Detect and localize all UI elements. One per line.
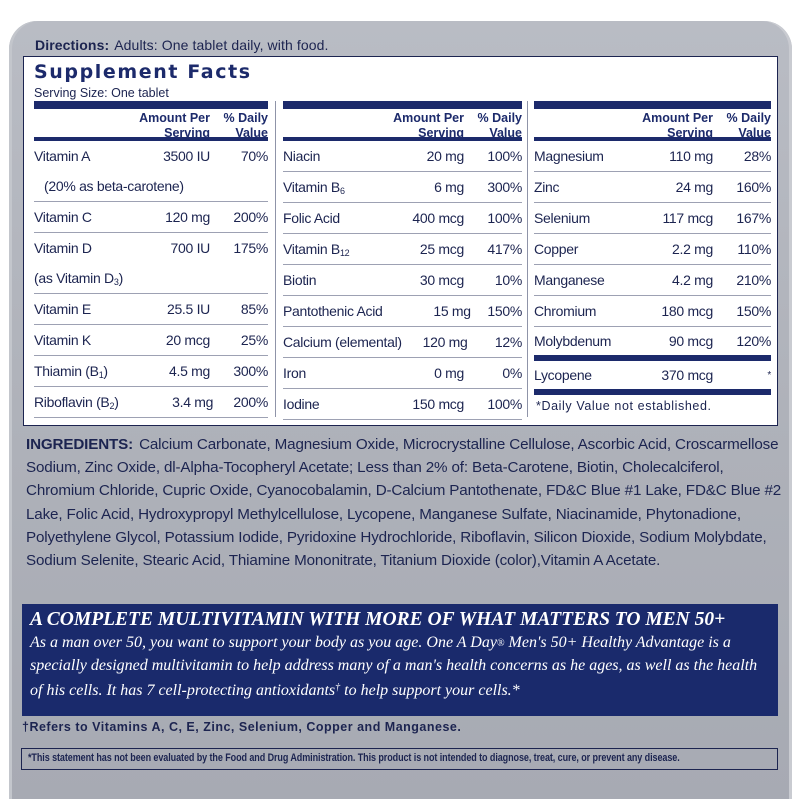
thiamin-label: Thiamin (B1) (34, 362, 108, 380)
header-daily-value: % Daily Value (223, 111, 268, 140)
table-row: Iodine 150 mcg 100% (283, 389, 522, 420)
table-row: Vitamin C 120 mg 200% (34, 202, 268, 233)
marketing-banner: A COMPLETE MULTIVITAMIN WITH MORE OF WHA… (22, 604, 778, 716)
vitamin-d3-note: (as Vitamin D3) (34, 269, 123, 287)
table-header: Amount Per Serving % Daily Value (283, 109, 522, 141)
table-row: Magnesium 110 mg 28% (534, 141, 771, 172)
table-header: Amount Per Serving % Daily Value (34, 109, 268, 141)
facts-column-1: Amount Per Serving % Daily Value Vitamin A… (34, 101, 268, 418)
table-row: Thiamin (B1) 4.5 mg 300% (34, 356, 268, 387)
header-amount: Amount Per Serving (642, 111, 713, 140)
table-row: Riboflavin (B2) 3.4 mg 200% (34, 387, 268, 418)
header-daily-value: % Daily Value (477, 111, 522, 140)
header-amount: Amount Per Serving (139, 111, 210, 140)
supplement-facts-panel: Supplement Facts Serving Size: One table… (23, 56, 778, 426)
directions-text: Adults: One tablet daily, with food. (114, 37, 329, 53)
banner-body: As a man over 50, you want to support yo… (30, 634, 758, 699)
antioxidant-footnote: †Refers to Vitamins A, C, E, Zinc, Selen… (22, 720, 462, 734)
column-divider (527, 101, 528, 417)
directions: Directions: Adults: One tablet daily, wit… (35, 37, 328, 53)
table-row: Calcium (elemental) 120 mg 12% (283, 327, 522, 358)
table-row: Zinc 24 mg 160% (534, 172, 771, 203)
table-row: Lycopene 370 mcg * (534, 361, 771, 395)
table-row: Folic Acid 400 mcg 100% (283, 203, 522, 234)
table-row: Biotin 30 mcg 10% (283, 265, 522, 296)
banner-headline: A COMPLETE MULTIVITAMIN WITH MORE OF WHA… (30, 609, 726, 630)
header-amount: Amount Per Serving (393, 111, 464, 140)
table-header: Amount Per Serving % Daily Value (534, 109, 771, 141)
facts-column-3: Amount Per Serving % Daily Value Magnesium… (534, 101, 771, 413)
registered-mark: ® (496, 638, 505, 649)
table-row: Vitamin A 3500 IU 70% (34, 148, 268, 164)
table-row: Molybdenum 90 mcg 120% (534, 327, 771, 361)
column-divider (275, 101, 276, 417)
table-row: Vitamin B12 25 mcg 417% (283, 234, 522, 265)
fda-disclaimer: *This statement has not been evaluated b… (21, 748, 778, 770)
table-row-note: (20% as beta-carotene) (34, 171, 268, 202)
table-row: Vitamin B6 6 mg 300% (283, 172, 522, 203)
serving-size: Serving Size: One tablet (34, 86, 169, 100)
table-row: Copper 2.2 mg 110% (534, 234, 771, 265)
header-bar (283, 101, 522, 109)
table-row: Selenium 117 mcg 167% (534, 203, 771, 234)
facts-title: Supplement Facts (34, 61, 252, 83)
table-row: Chromium 180 mcg 150% (534, 296, 771, 327)
daily-value-footnote: *Daily Value not established. (536, 399, 712, 413)
ingredients-text: Calcium Carbonate, Magnesium Oxide, Micr… (26, 436, 782, 570)
header-bar (34, 101, 268, 109)
table-row: Manganese 4.2 mg 210% (534, 265, 771, 296)
table-row: Iron 0 mg 0% (283, 358, 522, 389)
facts-column-2: Amount Per Serving % Daily Value Niacin 20 … (283, 101, 522, 420)
riboflavin-label: Riboflavin (B2) (34, 393, 119, 411)
table-row: Pantothenic Acid 15 mg 150% (283, 296, 522, 327)
header-bar (534, 101, 771, 109)
table-row-note: (as Vitamin D3) (34, 263, 268, 294)
vitamin-b12-label: Vitamin B12 (283, 240, 350, 258)
header-daily-value: % Daily Value (726, 111, 771, 140)
table-row: Vitamin K 20 mcg 25% (34, 325, 268, 356)
directions-label: Directions: (35, 37, 110, 53)
dagger-mark: † (335, 682, 341, 693)
table-row: Niacin 20 mg 100% (283, 141, 522, 172)
ingredients-label: INGREDIENTS: (26, 436, 134, 453)
table-row: Vitamin E 25.5 IU 85% (34, 294, 268, 325)
table-row: Vitamin D 700 IU 175% (34, 240, 268, 256)
ingredients: INGREDIENTS: Calcium Carbonate, Magnesium… (26, 433, 786, 572)
vitamin-b6-label: Vitamin B6 (283, 178, 345, 196)
